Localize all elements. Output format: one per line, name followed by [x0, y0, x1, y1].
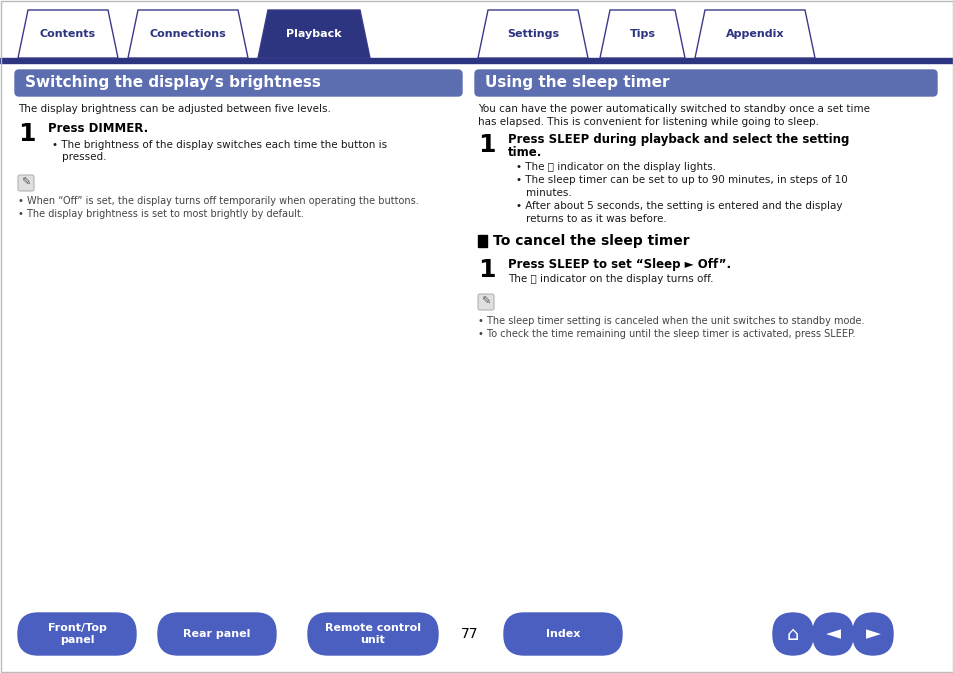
FancyBboxPatch shape — [18, 613, 136, 655]
FancyBboxPatch shape — [503, 613, 621, 655]
Polygon shape — [257, 10, 370, 58]
FancyBboxPatch shape — [477, 294, 494, 310]
Text: ⌂: ⌂ — [786, 625, 799, 643]
Text: returns to as it was before.: returns to as it was before. — [525, 214, 666, 224]
Text: • The sleep timer setting is canceled when the unit switches to standby mode.: • The sleep timer setting is canceled wh… — [477, 316, 863, 326]
Text: ◄: ◄ — [824, 625, 840, 643]
Bar — [477, 235, 486, 247]
Text: Press SLEEP during playback and select the setting: Press SLEEP during playback and select t… — [507, 133, 848, 146]
FancyBboxPatch shape — [15, 70, 461, 96]
Text: • When “Off” is set, the display turns off temporarily when operating the button: • When “Off” is set, the display turns o… — [18, 196, 418, 206]
Text: Tips: Tips — [629, 29, 655, 39]
Text: Press DIMMER.: Press DIMMER. — [48, 122, 148, 135]
Text: • The brightness of the display switches each time the button is: • The brightness of the display switches… — [52, 140, 387, 150]
Text: ✎: ✎ — [21, 178, 30, 188]
Polygon shape — [18, 10, 118, 58]
Text: • After about 5 seconds, the setting is entered and the display: • After about 5 seconds, the setting is … — [516, 201, 841, 211]
Polygon shape — [128, 10, 248, 58]
Text: Settings: Settings — [506, 29, 558, 39]
Text: • The sleep timer can be set to up to 90 minutes, in steps of 10: • The sleep timer can be set to up to 90… — [516, 175, 847, 185]
Text: time.: time. — [507, 146, 542, 159]
Text: pressed.: pressed. — [62, 152, 107, 162]
Text: Connections: Connections — [150, 29, 226, 39]
Text: 1: 1 — [18, 122, 35, 146]
Text: You can have the power automatically switched to standby once a set time: You can have the power automatically swi… — [477, 104, 869, 114]
FancyBboxPatch shape — [158, 613, 275, 655]
Bar — [0, 58, 953, 63]
Text: minutes.: minutes. — [525, 188, 571, 198]
Text: The display brightness can be adjusted between five levels.: The display brightness can be adjusted b… — [18, 104, 331, 114]
Text: ✎: ✎ — [481, 297, 490, 307]
Text: Playback: Playback — [286, 29, 341, 39]
Text: 1: 1 — [477, 133, 495, 157]
Text: Index: Index — [545, 629, 579, 639]
Polygon shape — [477, 10, 587, 58]
FancyBboxPatch shape — [308, 613, 437, 655]
FancyBboxPatch shape — [475, 70, 936, 96]
Polygon shape — [599, 10, 684, 58]
Text: Press SLEEP to set “Sleep ► Off”.: Press SLEEP to set “Sleep ► Off”. — [507, 258, 730, 271]
Text: Appendix: Appendix — [725, 29, 783, 39]
Text: Remote control
unit: Remote control unit — [325, 623, 420, 645]
Text: Contents: Contents — [40, 29, 96, 39]
Text: Front/Top
panel: Front/Top panel — [48, 623, 107, 645]
Text: Using the sleep timer: Using the sleep timer — [484, 75, 669, 90]
Text: • To check the time remaining until the sleep timer is activated, press SLEEP.: • To check the time remaining until the … — [477, 329, 855, 339]
Text: 1: 1 — [477, 258, 495, 282]
Text: ►: ► — [864, 625, 880, 643]
FancyBboxPatch shape — [852, 613, 892, 655]
Polygon shape — [695, 10, 814, 58]
FancyBboxPatch shape — [18, 175, 34, 191]
Text: To cancel the sleep timer: To cancel the sleep timer — [493, 234, 689, 248]
Text: Rear panel: Rear panel — [183, 629, 251, 639]
FancyBboxPatch shape — [772, 613, 812, 655]
Text: The Ⓕ indicator on the display turns off.: The Ⓕ indicator on the display turns off… — [507, 274, 713, 284]
Text: • The display brightness is set to most brightly by default.: • The display brightness is set to most … — [18, 209, 304, 219]
Text: Switching the display’s brightness: Switching the display’s brightness — [25, 75, 320, 90]
Text: has elapsed. This is convenient for listening while going to sleep.: has elapsed. This is convenient for list… — [477, 117, 818, 127]
Text: • The Ⓕ indicator on the display lights.: • The Ⓕ indicator on the display lights. — [516, 162, 716, 172]
FancyBboxPatch shape — [812, 613, 852, 655]
Text: 77: 77 — [460, 627, 478, 641]
